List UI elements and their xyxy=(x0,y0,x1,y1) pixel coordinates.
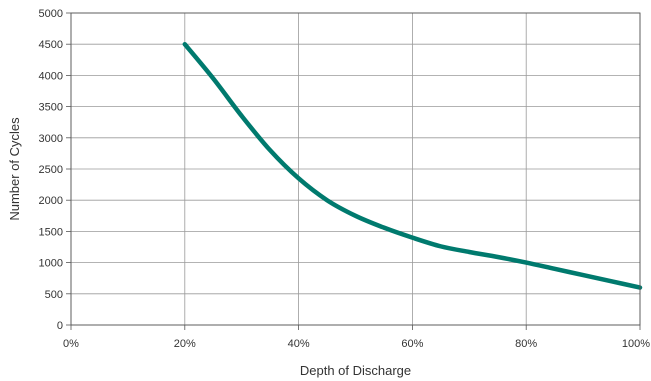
series-lines xyxy=(182,41,643,290)
y-tick-label: 1000 xyxy=(39,258,63,270)
x-tick-label: 80% xyxy=(515,338,537,350)
y-axis-title: Number of Cycles xyxy=(7,117,22,221)
y-tick-label: 2500 xyxy=(39,164,63,176)
x-tick-label: 100% xyxy=(622,338,650,350)
x-tick-label: 0% xyxy=(63,338,79,350)
y-tick-labels: 0 500 1000 1500 2000 2500 3000 3500 4000 4500 5000 xyxy=(39,8,63,332)
y-tick-label: 500 xyxy=(45,289,63,301)
y-tick-label: 4500 xyxy=(39,39,63,51)
x-tick-label: 60% xyxy=(401,338,423,350)
y-tick-label: 3500 xyxy=(39,102,63,114)
grid-lines xyxy=(66,12,641,330)
y-tick-label: 0 xyxy=(57,320,63,332)
y-tick-label: 1500 xyxy=(39,226,63,238)
series-line-0 xyxy=(182,41,643,290)
y-tick-label: 2000 xyxy=(39,195,63,207)
y-tick-label: 3000 xyxy=(39,133,63,145)
y-tick-label: 5000 xyxy=(39,8,63,20)
plot-frame xyxy=(70,12,641,326)
x-tick-label: 40% xyxy=(288,338,310,350)
y-tick-label: 4000 xyxy=(39,70,63,82)
x-axis-title: Depth of Discharge xyxy=(300,363,411,378)
x-tick-labels: 0% 20% 40% 60% 80% 100% xyxy=(63,338,650,350)
x-tick-label: 20% xyxy=(174,338,196,350)
